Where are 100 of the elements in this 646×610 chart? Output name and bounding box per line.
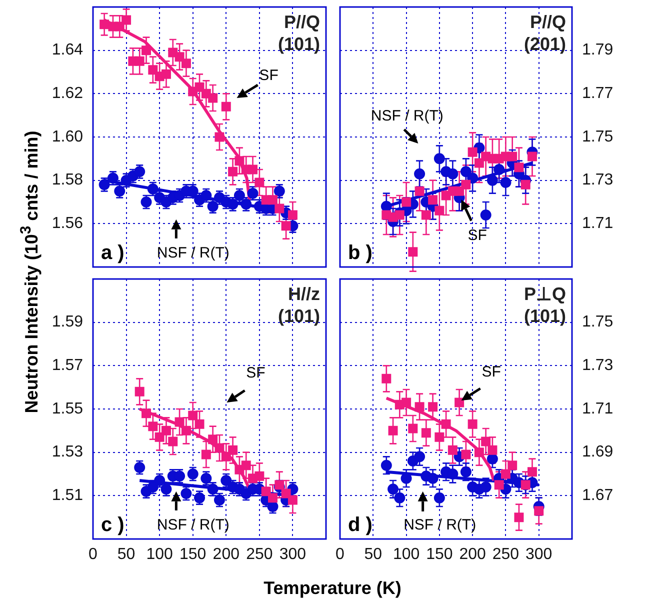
y-tick-label: 1.55 (52, 400, 84, 418)
y-tick-label: 1.58 (52, 172, 84, 189)
point (380, 460, 392, 471)
point (181, 58, 191, 68)
y-tick-label: 1.56 (52, 215, 84, 232)
point (234, 156, 244, 166)
point (254, 178, 264, 188)
annotation: SF (259, 67, 278, 84)
y-tick-label: 1.79 (582, 42, 614, 59)
x-axis-title: Temperature (K) (262, 578, 402, 599)
annotation: NSF / R(T) (156, 516, 230, 534)
y-tick-label: 1.57 (52, 357, 84, 374)
point (461, 180, 471, 190)
x-tick-label: 100 (146, 546, 174, 564)
point (500, 469, 510, 479)
point (228, 445, 238, 455)
annotation: SF (246, 364, 266, 382)
point (494, 164, 505, 175)
y-tick-label: 1.71 (582, 400, 614, 418)
x-tick-label: 250 (492, 546, 520, 564)
annotation: a ) (101, 242, 124, 264)
annotation: c ) (101, 514, 124, 536)
point (460, 466, 472, 478)
point (441, 419, 451, 429)
point (228, 166, 238, 176)
annotation: d ) (348, 514, 372, 536)
y-tick-label: 1.73 (582, 172, 614, 189)
point (268, 195, 278, 205)
point (201, 450, 211, 460)
point (161, 69, 171, 79)
point (421, 428, 431, 438)
point (388, 484, 399, 495)
point (520, 180, 530, 190)
y-tick-label: 1.73 (582, 357, 614, 374)
point (388, 426, 398, 436)
annotation: NSF / R(T) (156, 244, 230, 262)
point (486, 174, 498, 186)
point (188, 410, 198, 420)
x-tick-label: 150 (426, 546, 453, 564)
point (514, 512, 524, 522)
point (254, 471, 264, 481)
point (281, 221, 291, 231)
point (194, 419, 204, 429)
y-tick-label: 1.69 (582, 444, 614, 461)
point (414, 451, 426, 462)
point (241, 460, 251, 470)
point (154, 432, 164, 442)
point (142, 408, 151, 418)
x-tick-label: 250 (246, 546, 273, 564)
point (148, 65, 158, 75)
point (447, 168, 458, 180)
point (514, 162, 524, 172)
point (248, 164, 258, 174)
x-tick-label: 50 (117, 546, 136, 564)
point (142, 46, 151, 56)
annotation: NSF / R(T) (404, 516, 476, 534)
y-tick-label: 1.75 (582, 128, 614, 146)
point (221, 102, 231, 112)
point (481, 436, 491, 446)
point (394, 210, 404, 220)
point (468, 147, 478, 157)
annotation: SF (468, 226, 487, 244)
y-tick-label: 1.75 (582, 314, 614, 331)
text: H//z (101) (278, 284, 320, 326)
text: P//Q (101) (278, 12, 320, 54)
point (208, 93, 218, 103)
point (414, 168, 426, 180)
point (486, 453, 498, 464)
point (161, 426, 171, 436)
point (122, 15, 132, 25)
annotation: NSF / R(T) (370, 108, 444, 125)
x-tick-label: 150 (180, 546, 206, 564)
point (467, 172, 478, 184)
point (494, 480, 504, 490)
point (288, 210, 298, 220)
x-tick-label: 200 (212, 546, 240, 564)
point (527, 152, 537, 162)
point (100, 20, 110, 30)
point (448, 445, 458, 455)
point (488, 445, 498, 455)
point (274, 204, 284, 214)
point (454, 186, 464, 196)
point (288, 495, 298, 505)
point (500, 177, 512, 188)
point (408, 424, 418, 434)
point (454, 398, 464, 408)
point (408, 247, 418, 257)
point (148, 422, 158, 432)
point (474, 448, 484, 458)
text: P⊥Q (101) (524, 284, 566, 326)
x-tick-label: 200 (459, 546, 486, 564)
point (461, 450, 471, 460)
x-tick-label: 300 (526, 546, 552, 564)
point (428, 402, 438, 412)
point (208, 434, 218, 444)
point (214, 132, 224, 142)
point (134, 386, 144, 396)
point (380, 200, 392, 212)
point (414, 186, 424, 196)
point (274, 480, 284, 490)
